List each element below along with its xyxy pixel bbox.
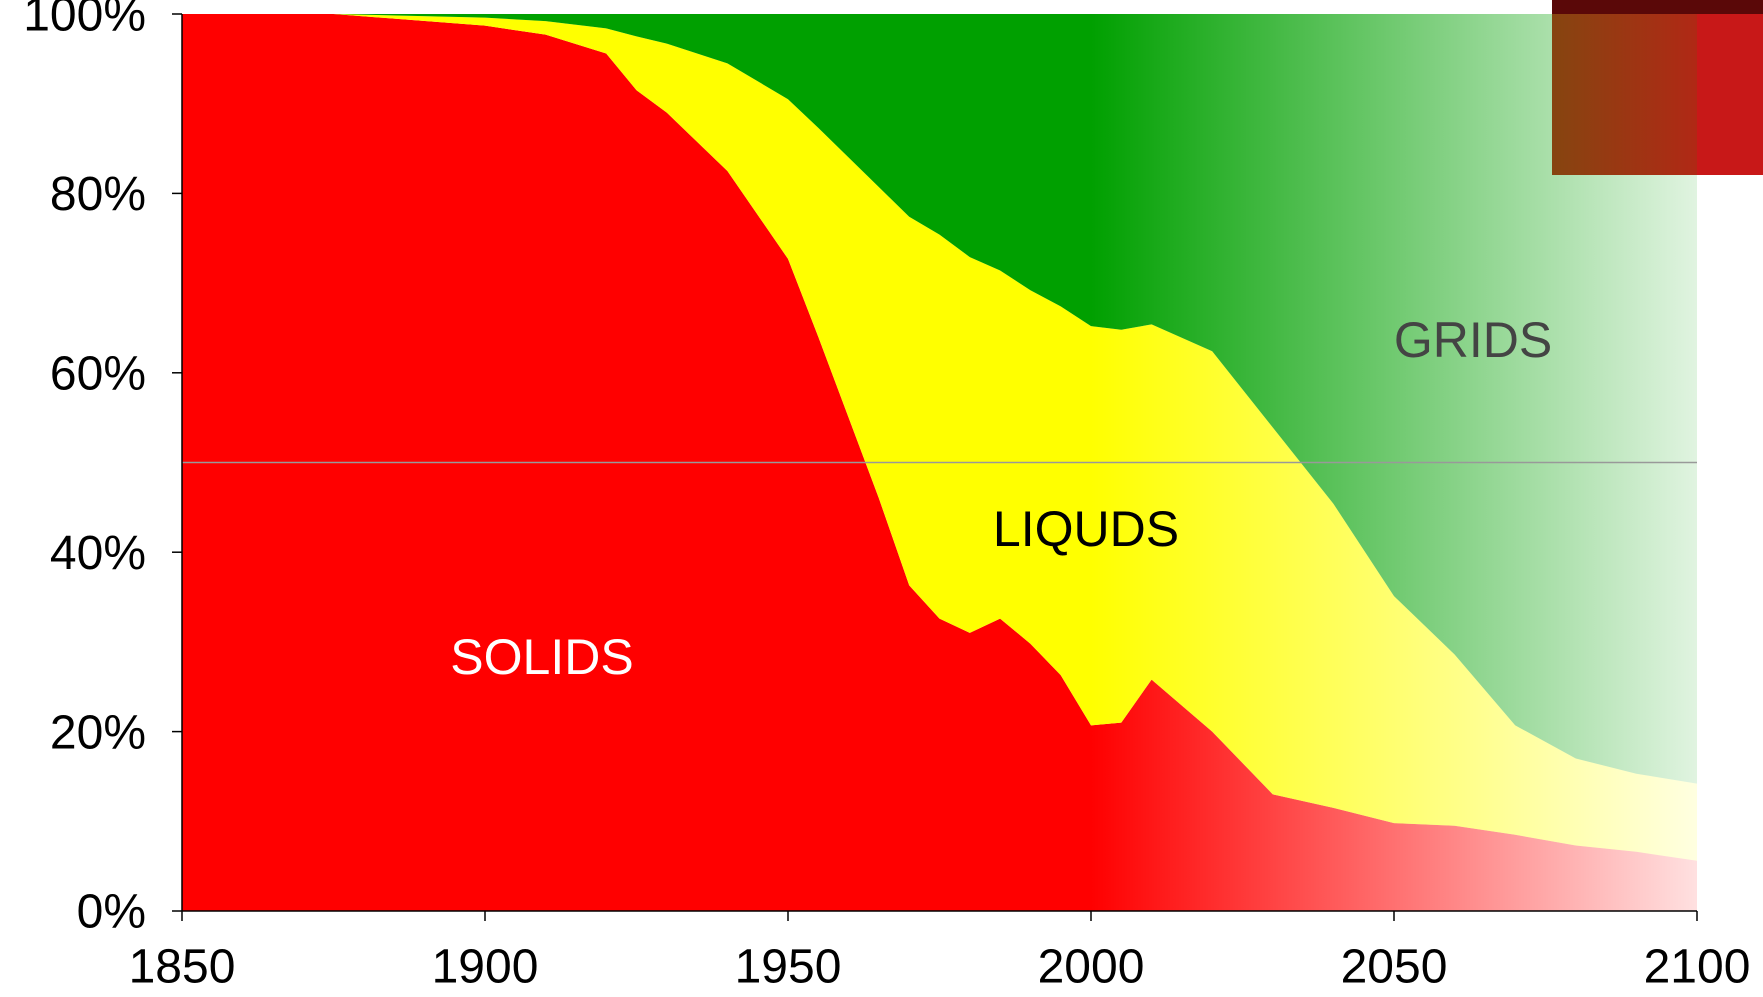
area — [182, 14, 1697, 861]
y-tick-label: 100% — [23, 0, 146, 42]
y-tick-label: 0% — [77, 886, 146, 939]
y-tick-label: 80% — [50, 168, 146, 221]
logo-band — [1552, 0, 1763, 14]
x-tick-label: 1850 — [129, 941, 236, 994]
x-tick-label: 2050 — [1341, 941, 1448, 994]
x-tick-label: 1900 — [432, 941, 539, 994]
y-tick-label: 40% — [50, 527, 146, 580]
area-label: LIQUDS — [993, 501, 1179, 557]
area — [182, 14, 1697, 911]
y-tick-label: 60% — [50, 347, 146, 400]
y-tick-label: 20% — [50, 706, 146, 759]
area-label: GRIDS — [1394, 312, 1552, 368]
x-tick-label: 2100 — [1644, 941, 1751, 994]
area — [182, 14, 1697, 784]
x-tick-label: 2000 — [1038, 941, 1145, 994]
x-tick-label: 1950 — [735, 941, 842, 994]
area-label: SOLIDS — [450, 629, 633, 685]
